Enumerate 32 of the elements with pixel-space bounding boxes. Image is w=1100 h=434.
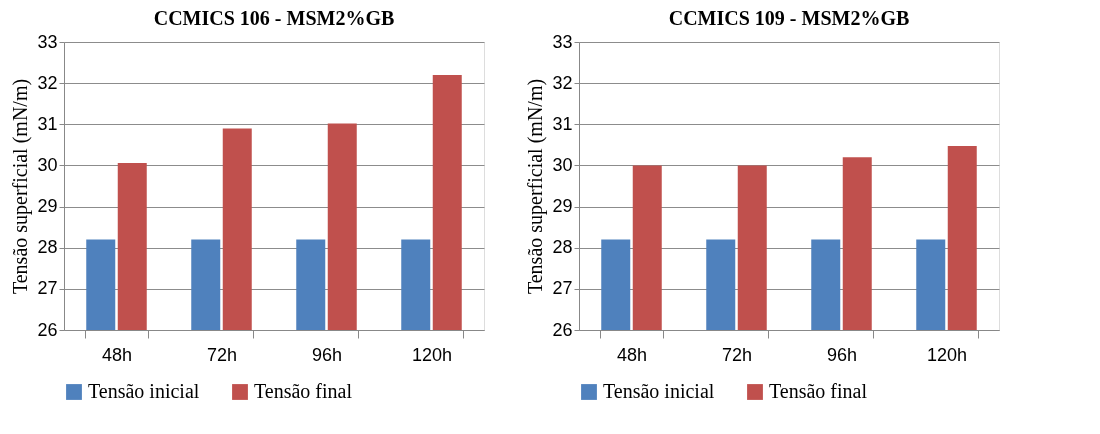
y-tick-label: 30 [552,154,573,175]
y-tick-label: 31 [552,113,573,134]
y-tick-label: 26 [37,319,58,340]
legend-label: Tensão inicial [88,380,200,402]
y-tick-label: 30 [37,154,58,175]
x-tick-label: 120h [926,344,968,365]
legend-label: Tensão final [254,380,353,402]
x-tick-label: 96h [826,344,858,365]
y-tick-label: 32 [552,72,573,93]
y-tick-label: 27 [552,278,573,299]
x-tick-label: 120h [411,344,453,365]
legend-label: Tensão inicial [603,380,715,402]
y-tick-label: 26 [552,319,573,340]
x-tick-label: 48h [616,344,648,365]
chart-title: CCMICS 106 - MSM2%GB [153,7,395,29]
x-tick-label: 72h [721,344,753,365]
y-tick-label: 29 [37,196,58,217]
y-tick-label: 28 [37,237,58,258]
x-tick-label: 72h [206,344,238,365]
chart-title: CCMICS 109 - MSM2%GB [668,7,910,29]
y-tick-label: 27 [37,278,58,299]
y-tick-label: 33 [552,31,573,52]
y-tick-label: 31 [37,113,58,134]
y-tick-label: 33 [37,31,58,52]
y-axis-title: Tensão superficial (mN/m) [9,78,33,295]
legend-label: Tensão final [769,380,868,402]
y-tick-label: 32 [37,72,58,93]
x-tick-label: 48h [101,344,133,365]
y-tick-label: 28 [552,237,573,258]
y-axis-title: Tensão superficial (mN/m) [524,78,548,295]
y-tick-label: 29 [552,196,573,217]
x-tick-label: 96h [311,344,343,365]
